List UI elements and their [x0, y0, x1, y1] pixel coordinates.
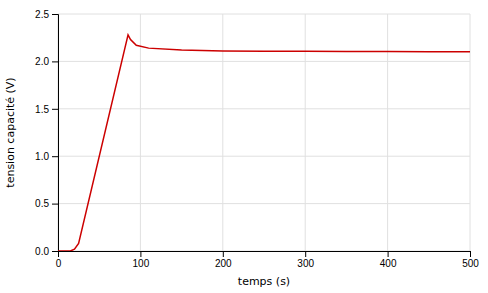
grid-line-y	[58, 156, 470, 157]
tick: 2.0	[35, 56, 58, 67]
marks	[58, 35, 470, 251]
tick-mark	[52, 61, 58, 62]
tick-label: 1.0	[35, 151, 49, 162]
grid-line-y	[58, 203, 470, 204]
tick-label: 200	[215, 258, 232, 269]
tick-label: 2.0	[35, 56, 49, 67]
tick: 0.5	[35, 198, 58, 209]
tick-label: 2.5	[35, 9, 49, 20]
tick: 500	[462, 251, 479, 269]
line	[58, 35, 470, 251]
grid-line-x	[140, 14, 141, 251]
grid-line-x	[387, 14, 388, 251]
plot-area: 0 100 200 300 400 500 0.0 0.5 1.0 1.5 2.0 2.5	[35, 9, 479, 269]
tick-mark	[52, 251, 58, 252]
chart: 0 100 200 300 400 500 0.0 0.5 1.0 1.5 2.0 2.5 temps …	[0, 0, 488, 293]
axis-line	[52, 15, 59, 252]
grid-line-y	[58, 61, 470, 62]
grid-line-y	[58, 108, 470, 109]
tick-label: 0.0	[35, 246, 49, 257]
tick-label: 100	[133, 258, 150, 269]
grid-line-x	[470, 14, 471, 251]
x-axis-title: temps (s)	[238, 275, 290, 288]
tick-label: 0	[56, 258, 62, 269]
tick-mark	[52, 109, 58, 110]
tick-mark	[52, 204, 58, 205]
grid-line-x	[305, 14, 306, 251]
tick-label: 1.5	[35, 104, 49, 115]
axis-line	[59, 252, 471, 258]
tick-mark	[470, 251, 471, 257]
tick: 1.0	[35, 151, 58, 162]
grid-line-y	[58, 14, 470, 15]
tick: 0	[56, 251, 62, 269]
tick: 2.5	[35, 9, 58, 20]
y-axis-title: tension capacité (V)	[4, 77, 17, 187]
tick: 0.0	[35, 246, 58, 257]
tick: 200	[215, 251, 232, 269]
grid-line-x	[222, 14, 223, 251]
tick: 1.5	[35, 104, 58, 115]
grid	[58, 14, 470, 251]
tick-label: 400	[380, 258, 397, 269]
tick-label: 0.5	[35, 198, 49, 209]
tick: 300	[297, 251, 314, 269]
tick: 400	[380, 251, 397, 269]
tick-mark	[388, 251, 389, 257]
tick-mark	[52, 14, 58, 15]
tick-mark	[52, 156, 58, 157]
tick-label: 500	[462, 258, 479, 269]
tick-label: 300	[297, 258, 314, 269]
tick: 100	[133, 251, 150, 269]
tick-mark	[305, 251, 306, 257]
tick-mark	[140, 251, 141, 257]
x-axis: 0 100 200 300 400 500	[56, 251, 480, 269]
y-axis: 0.0 0.5 1.0 1.5 2.0 2.5	[35, 9, 58, 257]
tick-mark	[223, 251, 224, 257]
